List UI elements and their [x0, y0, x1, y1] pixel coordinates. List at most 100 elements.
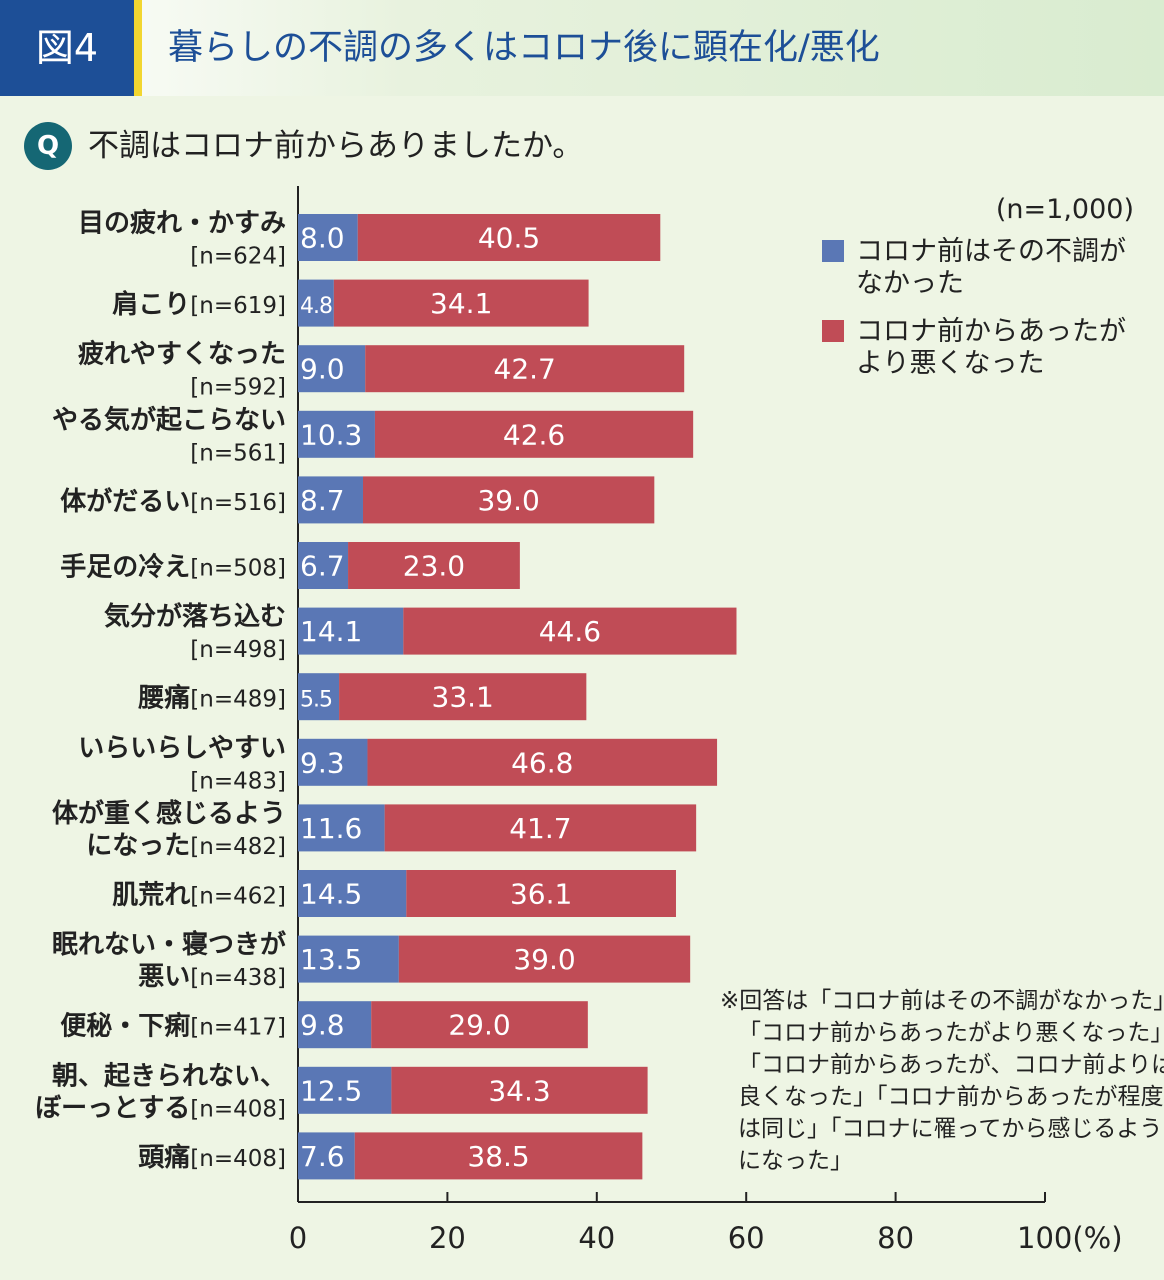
bar-segment-no-before	[298, 804, 385, 852]
bar-value-worse: 44.6	[539, 615, 601, 648]
bar-value-worse: 36.1	[510, 878, 572, 911]
bar-segment-worse	[365, 345, 685, 393]
figure-header: 図4 暮らしの不調の多くはコロナ後に顕在化/悪化	[0, 0, 1164, 96]
x-tick-label: 40	[578, 1221, 615, 1255]
legend-swatch	[822, 240, 844, 262]
bar-value-worse: 46.8	[511, 746, 573, 779]
category-label: 悪い[n=438]	[138, 962, 286, 992]
category-label: 体がだるい[n=516]	[60, 486, 286, 517]
bar-segment-worse	[362, 476, 655, 524]
bar-segment-no-before	[298, 542, 349, 589]
footnote-line: は同じ」「コロナに罹ってから感じるよう	[738, 1116, 1162, 1142]
bar-segment-no-before	[298, 279, 334, 327]
bar-value-worse: 39.0	[477, 484, 539, 517]
footnote-line: 「コロナ前からあったがより悪くなった」	[738, 1020, 1164, 1046]
bar-segment-worse	[403, 607, 737, 655]
category-label: になった[n=482]	[86, 831, 286, 861]
legend-label: なかった	[856, 268, 964, 299]
footnote-line: 良くなった」「コロナ前からあったが程度	[738, 1084, 1164, 1110]
category-label: 疲れやすくなった	[78, 339, 286, 370]
legend-label: コロナ前からあったが	[856, 316, 1126, 347]
bar-segment-worse	[333, 279, 589, 327]
x-tick-label: 20	[429, 1221, 466, 1255]
bar-segment-no-before	[298, 673, 340, 721]
category-label: やる気が起こらない	[52, 404, 286, 435]
bar-segment-no-before	[298, 935, 399, 983]
category-label: 頭痛[n=408]	[138, 1142, 286, 1173]
category-label: [n=592]	[190, 375, 286, 401]
category-label: ぼーっとする[n=408]	[35, 1093, 286, 1123]
footnote-line: 「コロナ前からあったが、コロナ前よりは	[738, 1052, 1164, 1078]
bar-segment-no-before	[298, 1132, 355, 1180]
bar-segment-worse	[406, 870, 676, 917]
footnote-line: ※回答は「コロナ前はその不調がなかった」	[720, 988, 1164, 1014]
bar-value-worse: 34.1	[430, 287, 492, 320]
bar-segment-worse	[348, 542, 520, 589]
category-label: 朝、起きられない、	[52, 1060, 286, 1091]
category-label: 手足の冷え[n=508]	[60, 552, 286, 583]
category-label: 腰痛[n=489]	[137, 683, 286, 714]
figure-label-box	[0, 0, 134, 96]
bar-value-worse: 41.7	[509, 812, 571, 845]
bar-value-worse: 40.5	[478, 222, 540, 255]
bar-segment-worse	[374, 410, 694, 458]
bar-value-worse: 42.6	[503, 418, 565, 451]
question-text: 不調はコロナ前からありましたか。	[88, 128, 584, 164]
bar-value-worse: 38.5	[467, 1140, 529, 1173]
bar-value-worse: 29.0	[448, 1009, 510, 1042]
bar-value-worse: 42.7	[494, 353, 556, 386]
bar-value-no-before: 6.7	[300, 550, 345, 583]
bar-segment-worse	[354, 1132, 643, 1180]
bar-value-no-before: 9.8	[300, 1009, 345, 1042]
bar-value-no-before: 5.5	[300, 688, 332, 713]
bar-segment-no-before	[298, 1001, 372, 1049]
bar-value-no-before: 10.3	[300, 418, 362, 451]
category-label: 肌荒れ[n=462]	[112, 881, 286, 911]
bar-value-no-before: 7.6	[300, 1140, 345, 1173]
footnote-line: になった」	[738, 1148, 853, 1174]
bar-value-no-before: 12.5	[300, 1074, 362, 1107]
x-tick-label: 80	[877, 1221, 914, 1255]
bar-segment-worse	[367, 738, 718, 786]
bar-segment-no-before	[298, 870, 407, 917]
bar-value-no-before: 11.6	[300, 812, 362, 845]
bar-value-no-before: 9.3	[300, 746, 345, 779]
category-label: [n=561]	[190, 440, 286, 466]
bar-value-no-before: 13.5	[300, 943, 362, 976]
bar-segment-no-before	[298, 410, 375, 458]
bar-segment-worse	[339, 673, 587, 721]
bar-value-worse: 23.0	[403, 550, 465, 583]
bar-segment-worse	[384, 804, 697, 852]
category-label: 目の疲れ・かすみ	[78, 208, 286, 239]
bar-value-worse: 34.3	[488, 1074, 550, 1107]
bar-value-no-before: 8.7	[300, 484, 345, 517]
figure-title: 暮らしの不調の多くはコロナ後に顕在化/悪化	[168, 28, 880, 68]
category-label: 気分が落ち込む	[104, 601, 286, 632]
bar-segment-no-before	[298, 738, 368, 786]
bar-segment-no-before	[298, 607, 404, 655]
figure-label-stripe	[134, 0, 142, 96]
bar-value-no-before: 14.1	[300, 615, 362, 648]
legend-swatch	[822, 320, 844, 342]
sample-size-note: (n=1,000)	[996, 194, 1134, 225]
bar-value-no-before: 8.0	[300, 222, 345, 255]
bar-segment-no-before	[298, 476, 363, 524]
figure-label: 図4	[35, 26, 99, 70]
x-tick-label: 60	[728, 1221, 765, 1255]
category-label: いらいらしやすい	[78, 733, 286, 763]
category-label: [n=483]	[190, 768, 286, 794]
bar-segment-worse	[357, 214, 661, 261]
bar-value-no-before: 14.5	[300, 878, 362, 911]
bar-segment-no-before	[298, 214, 358, 261]
question-badge: Q	[24, 122, 72, 170]
category-label: 体が重く感じるよう	[52, 798, 286, 829]
bar-segment-no-before	[298, 1066, 392, 1114]
bar-segment-worse	[391, 1066, 648, 1114]
x-tick-label: 100(%)	[1017, 1221, 1123, 1255]
legend-label: より悪くなった	[856, 348, 1044, 379]
bar-segment-no-before	[298, 345, 366, 393]
bar-value-no-before: 4.8	[300, 294, 332, 319]
category-label: 便秘・下痢[n=417]	[60, 1011, 286, 1042]
category-label: [n=498]	[190, 637, 286, 663]
